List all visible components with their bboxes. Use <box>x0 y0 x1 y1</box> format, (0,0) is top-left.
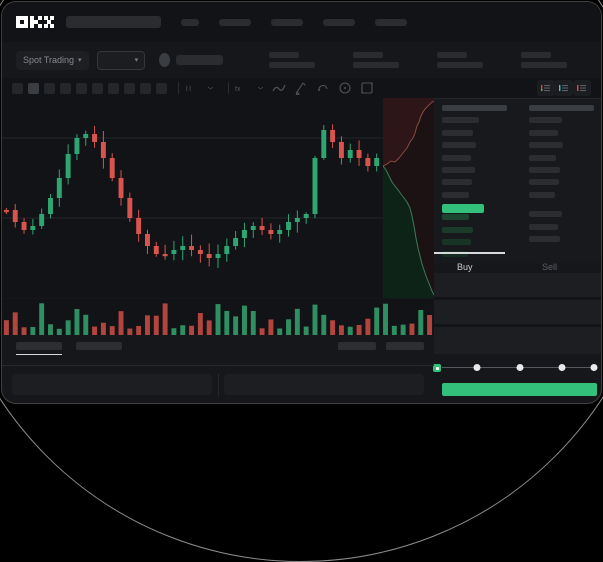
svg-text:fx: fx <box>235 86 241 93</box>
svg-text:⌇⌇: ⌇⌇ <box>185 85 192 93</box>
